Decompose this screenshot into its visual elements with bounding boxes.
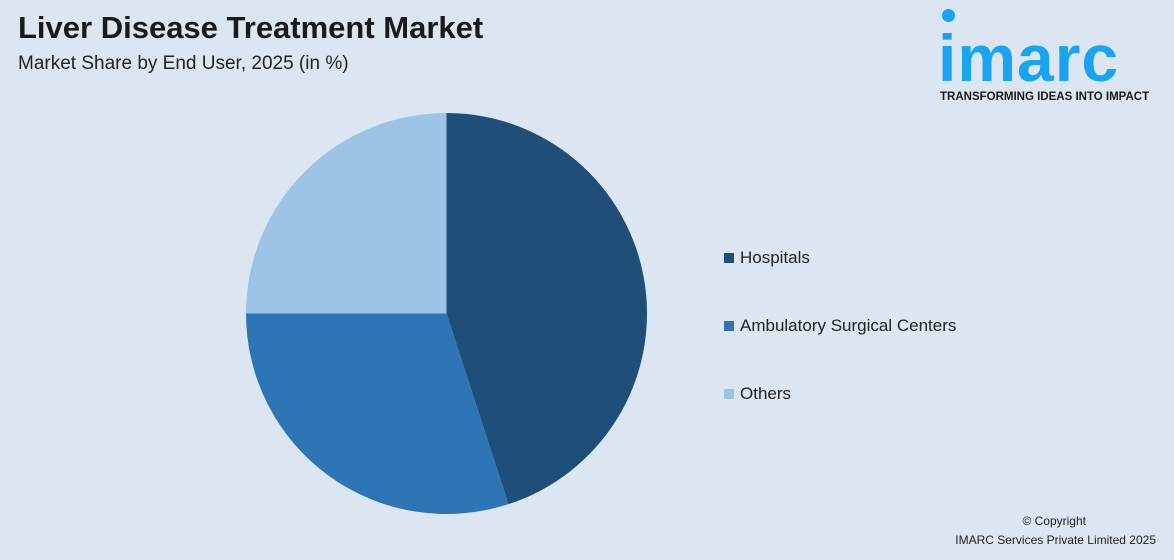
imarc-logo: imarc TRANSFORMING IDEAS INTO IMPACT (936, 6, 1166, 106)
legend-item: Hospitals (724, 248, 956, 268)
pie-slice-ambulatory-surgical-centers (246, 313, 509, 514)
legend-item: Ambulatory Surgical Centers (724, 316, 956, 336)
legend-item: Others (724, 384, 956, 404)
copyright-symbol: © Copyright (1022, 514, 1086, 528)
legend-swatch (724, 253, 734, 263)
pie-slice-others (246, 113, 447, 314)
copyright-company: IMARC Services Private Limited 2025 (955, 533, 1156, 547)
copyright: © Copyright IMARC Services Private Limit… (955, 512, 1156, 550)
legend: Hospitals Ambulatory Surgical Centers Othe… (724, 248, 956, 452)
logo-tagline: TRANSFORMING IDEAS INTO IMPACT (940, 91, 1150, 103)
logo-dot (942, 9, 955, 22)
legend-swatch (724, 389, 734, 399)
pie-slice-hospitals (446, 113, 648, 505)
chart-subtitle: Market Share by End User, 2025 (in %) (18, 53, 349, 74)
legend-swatch (724, 321, 734, 331)
chart-title: Liver Disease Treatment Market (18, 10, 484, 45)
legend-label: Ambulatory Surgical Centers (740, 316, 957, 335)
legend-label: Others (740, 384, 792, 403)
legend-label: Hospitals (740, 248, 810, 267)
logo-word: imarc (938, 21, 1120, 95)
